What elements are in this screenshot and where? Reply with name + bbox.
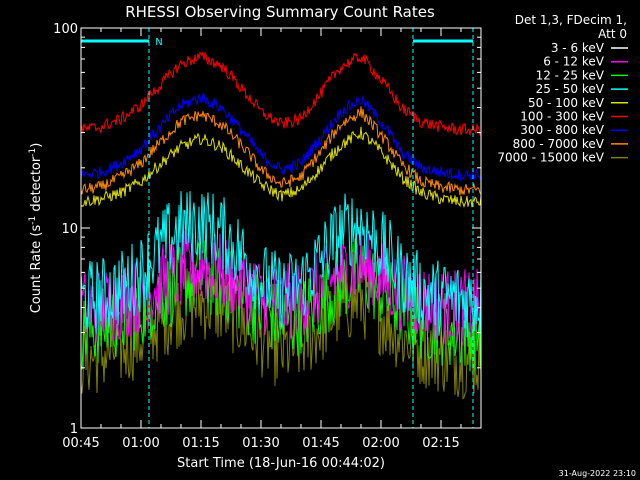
x-tick-label: 01:45 xyxy=(302,436,339,451)
x-tick-label: 02:00 xyxy=(362,436,399,451)
x-tick-label: 01:00 xyxy=(122,436,159,451)
legend-entry-label: 25 - 50 keV xyxy=(536,82,605,96)
y-axis-label-part: Count Rate (s xyxy=(29,225,44,314)
night-marker-label: N xyxy=(155,37,162,48)
y-axis-label-part: ) xyxy=(29,143,44,148)
series-line xyxy=(81,293,481,426)
legend-entry-label: 6 - 12 keV xyxy=(543,55,605,69)
legend-entry-label: 100 - 300 keV xyxy=(520,110,604,124)
x-tick-label: 01:15 xyxy=(182,436,219,451)
legend-entry-label: 800 - 7000 keV xyxy=(513,137,605,151)
axis-ticks xyxy=(80,28,482,429)
x-axis-label: Start Time (18-Jun-16 00:44:02) xyxy=(177,456,385,471)
x-tick-label: 00:45 xyxy=(62,436,99,451)
y-tick-label: 100 xyxy=(53,22,78,37)
series-line xyxy=(81,106,481,196)
series-group xyxy=(81,51,481,426)
y-axis-label-part: detector xyxy=(29,156,44,216)
y-axis-label-superscript: -1 xyxy=(28,148,38,157)
legend-entry-label: 50 - 100 keV xyxy=(528,96,605,110)
legend-entry-label: 12 - 25 keV xyxy=(536,68,605,82)
series-line xyxy=(81,191,481,338)
legend-header-line: Att 0 xyxy=(598,27,627,41)
series-line xyxy=(81,51,481,136)
series-line xyxy=(81,126,481,208)
series-line xyxy=(81,230,481,346)
y-axis-label-superscript: -1 xyxy=(28,216,38,225)
legend-header-line: Det 1,3, FDecim 1, xyxy=(515,13,627,27)
y-tick-label: 1 xyxy=(70,422,78,437)
y-axis-label: Count Rate (s-1 detector-1) xyxy=(28,143,44,314)
chart-title: RHESSI Observing Summary Count Rates xyxy=(125,3,435,21)
footer-timestamp: 31-Aug-2022 23:10 xyxy=(559,469,636,478)
legend-entry-label: 3 - 6 keV xyxy=(551,41,605,55)
y-tick-label: 10 xyxy=(61,222,78,237)
x-tick-label: 02:15 xyxy=(422,436,459,451)
x-tick-labels: 00:45 01:00 01:15 01:30 01:45 02:00 02:15 xyxy=(62,436,459,451)
legend-entry-label: 300 - 800 keV xyxy=(520,123,604,137)
series-line xyxy=(81,92,481,183)
legend-entry-label: 7000 - 15000 keV xyxy=(497,151,604,165)
x-tick-label: 01:30 xyxy=(242,436,279,451)
y-tick-labels: 1 10 100 xyxy=(53,22,78,437)
